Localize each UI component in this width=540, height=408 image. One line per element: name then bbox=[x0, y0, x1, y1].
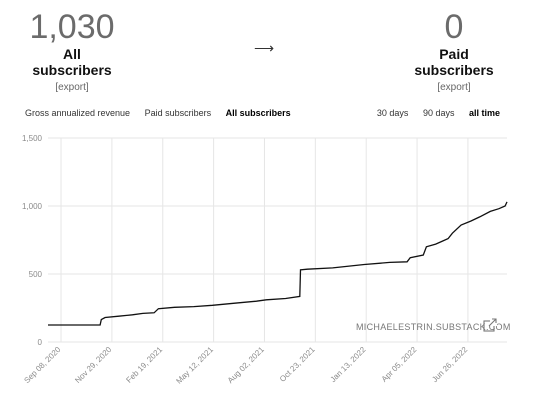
all-subscribers-count: 1,030 bbox=[29, 8, 115, 46]
chart-grid bbox=[48, 137, 507, 343]
metric-tabs: Gross annualized revenue Paid subscriber… bbox=[25, 108, 303, 118]
export-paid-link[interactable]: [export] bbox=[437, 82, 471, 93]
paid-subscribers-stat: 0 Paid subscribers [export] bbox=[398, 10, 510, 93]
arrow-icon: ⟶ bbox=[254, 40, 275, 56]
x-tick-label: Jan 13, 2022 bbox=[329, 345, 368, 384]
y-tick-label: 0 bbox=[38, 338, 43, 347]
export-all-link[interactable]: [export] bbox=[55, 82, 89, 93]
subscribers-line bbox=[48, 201, 508, 326]
tab-all-time[interactable]: all time bbox=[468, 108, 500, 118]
y-tick-label: 1,500 bbox=[22, 134, 43, 143]
x-tick-label: Apr 05, 2022 bbox=[380, 345, 419, 384]
x-tick-label: May 12, 2021 bbox=[174, 345, 215, 386]
x-tick-label: Oct 23, 2021 bbox=[278, 345, 317, 384]
tab-gross-annualized-revenue[interactable]: Gross annualized revenue bbox=[25, 108, 131, 118]
all-subscribers-label: All subscribers bbox=[32, 46, 112, 78]
x-tick-label: Jun 26, 2022 bbox=[430, 345, 469, 384]
tab-paid-subscribers[interactable]: Paid subscribers bbox=[144, 108, 212, 118]
range-tabs: 30 days 90 days all time bbox=[365, 108, 500, 118]
y-tick-label: 1,000 bbox=[22, 202, 43, 211]
tab-all-subscribers[interactable]: All subscribers bbox=[225, 108, 291, 118]
all-subscribers-stat: 1,030 All subscribers [export] bbox=[22, 10, 122, 93]
subscribers-chart: 0 500 1,000 1,500 Sep 08, 2020 Nov 29, 2020 F… bbox=[22, 134, 511, 386]
y-axis: 0 500 1,000 1,500 bbox=[22, 134, 43, 347]
external-link-icon[interactable] bbox=[483, 318, 497, 332]
y-tick-label: 500 bbox=[29, 270, 43, 279]
x-tick-label: Nov 29, 2020 bbox=[73, 345, 113, 385]
paid-subscribers-label: Paid subscribers bbox=[414, 46, 494, 78]
x-tick-label: Sep 08, 2020 bbox=[22, 345, 62, 385]
tab-30-days[interactable]: 30 days bbox=[376, 108, 409, 118]
watermark: MICHAELESTRIN.SUBSTACK.COM bbox=[356, 322, 511, 332]
x-tick-label: Feb 19, 2021 bbox=[124, 345, 164, 385]
x-axis: Sep 08, 2020 Nov 29, 2020 Feb 19, 2021 May … bbox=[22, 345, 469, 386]
paid-subscribers-count: 0 bbox=[444, 8, 464, 46]
x-tick-label: Aug 02, 2021 bbox=[226, 345, 266, 385]
tab-90-days[interactable]: 90 days bbox=[422, 108, 455, 118]
